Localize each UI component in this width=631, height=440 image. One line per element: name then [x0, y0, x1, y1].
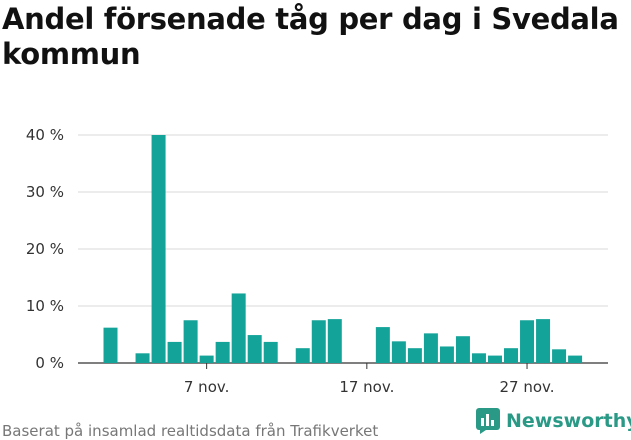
source-note: Baserat på insamlad realtidsdata från Tr… — [2, 422, 379, 440]
bar — [407, 348, 422, 363]
chart-title: Andel försenade tåg per dag i Svedala ko… — [2, 2, 619, 71]
bar — [327, 319, 342, 363]
x-tick-label: 17 nov. — [339, 378, 394, 396]
bar — [135, 353, 150, 363]
bar — [183, 320, 198, 363]
bar — [471, 353, 486, 363]
bar — [375, 327, 390, 363]
bar — [199, 355, 214, 363]
bar — [263, 341, 278, 363]
bar — [520, 320, 535, 363]
bar — [423, 333, 438, 363]
y-axis: 0 % 10 % 20 % 30 % 40 % — [26, 126, 64, 372]
bar — [247, 335, 262, 363]
bar — [455, 336, 470, 363]
y-tick-label: 10 % — [26, 297, 64, 315]
bar — [439, 346, 454, 363]
newsworthy-logo-icon — [476, 408, 500, 434]
bars — [103, 135, 583, 363]
bar — [295, 348, 310, 363]
bar — [391, 341, 406, 363]
y-tick-label: 40 % — [26, 126, 64, 144]
bar — [167, 341, 182, 363]
brand-logo[interactable]: Newsworthy — [476, 408, 631, 434]
x-axis: 7 nov. 17 nov. 27 nov. — [184, 363, 555, 396]
x-tick-label: 27 nov. — [500, 378, 555, 396]
x-tick-label: 7 nov. — [184, 378, 229, 396]
bar — [552, 349, 567, 363]
y-tick-label: 0 % — [35, 354, 64, 372]
bar-chart: 0 % 10 % 20 % 30 % 40 % 7 nov. 17 nov. 27 nov. — [26, 126, 608, 396]
y-tick-label: 20 % — [26, 240, 64, 258]
bar — [504, 348, 519, 363]
bar — [151, 135, 166, 363]
bar — [231, 293, 246, 363]
bar — [215, 341, 230, 363]
bar — [311, 320, 326, 363]
bar — [568, 355, 583, 363]
y-tick-label: 30 % — [26, 183, 64, 201]
bar — [103, 327, 118, 363]
bar — [536, 319, 551, 363]
bar — [487, 355, 502, 363]
brand-name: Newsworthy — [506, 410, 631, 432]
gridlines — [78, 134, 608, 364]
